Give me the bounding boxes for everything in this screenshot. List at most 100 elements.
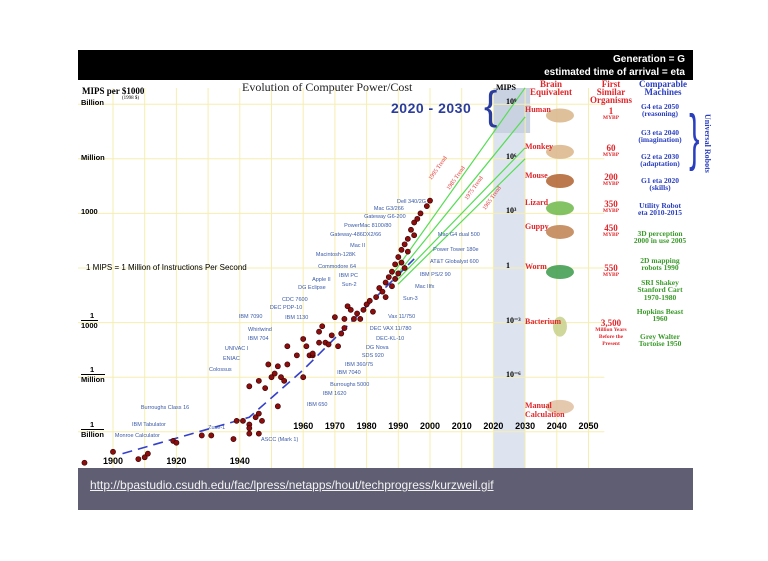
right-tick-label: 10⁻³ [506, 315, 521, 325]
data-point [208, 432, 215, 439]
x-tick-label: 1990 [388, 421, 409, 431]
comparable-machine: 3D perception [637, 229, 683, 238]
highlight-label: 2020 - 2030 [391, 100, 472, 116]
y-tick-label: Million [81, 374, 105, 385]
comparable-machine-detail: (reasoning) [641, 109, 679, 118]
data-point [366, 297, 373, 304]
x-tick-label: 1940 [229, 456, 250, 466]
data-point [274, 403, 281, 410]
data-point [246, 430, 253, 437]
data-point [338, 330, 345, 337]
comparable-machine-detail: eta 2010-2015 [638, 208, 682, 217]
comparable-machine: SRI Shakey [641, 278, 679, 287]
data-point [392, 276, 399, 282]
machine-label: DEC PDP-10 [269, 304, 303, 311]
machine-label: ASCC (Mark 1) [261, 436, 299, 443]
machine-label: IBM Tabulator [132, 422, 166, 429]
machine-label: IBM PC [339, 273, 358, 280]
universal-robots-label: Universal Robots [703, 114, 712, 173]
comparable-machine-detail: robots 1990 [641, 263, 679, 272]
y-tick-label: Billion [81, 428, 104, 439]
source-link[interactable]: http://bpastudio.csudh.edu/fac/lpress/ne… [90, 478, 494, 492]
data-point [401, 241, 408, 248]
trend-line [391, 87, 526, 276]
eta-note: estimated time of arrival = eta [544, 67, 685, 78]
right-tick-label: 10⁻⁶ [506, 370, 521, 380]
brain-label: Human [525, 105, 551, 115]
organism-image [545, 174, 574, 188]
bracket-icon: } [689, 103, 700, 172]
data-point [265, 361, 272, 368]
x-tick-label: 2040 [546, 421, 567, 431]
brain-label: Worm [525, 262, 547, 271]
data-point [252, 414, 259, 421]
x-tick-label: 2020 [483, 421, 504, 431]
machine-label: SDS 920 [361, 353, 384, 360]
data-point [373, 294, 380, 301]
organism-age-unit: MYBP [602, 181, 620, 187]
comparable-machine-detail: Tortoise 1950 [638, 339, 682, 348]
slide: Generation = G estimated time of arrival… [78, 50, 712, 510]
brain-header: Brain Equivalent [529, 79, 572, 97]
comparable-machine: 2D mapping [640, 256, 680, 265]
comparable-machine: Hopkins Beast [636, 307, 684, 316]
machine-label: DG Nova [365, 344, 389, 351]
x-tick-label: 1920 [166, 456, 187, 466]
data-point [240, 417, 246, 424]
machine-label: Gateway-486DX2/66 [330, 231, 382, 238]
data-point [268, 374, 275, 381]
machine-label: Whirlwind [248, 326, 272, 333]
comparable-machine: G1 eta 2020 [641, 176, 679, 185]
organism-age-unit: MYBP [602, 151, 620, 158]
organism-image [545, 265, 574, 279]
organism-age: 3,500 [600, 317, 622, 328]
data-point [408, 226, 414, 233]
machine-label: Commodore 64 [318, 264, 357, 270]
y-tick-label: Million [81, 152, 105, 162]
machine-label: Mac IIfx [415, 284, 435, 291]
data-point [255, 410, 262, 417]
machine-label: IBM 650 [307, 402, 328, 409]
data-point [363, 301, 370, 308]
machine-label: Burroughs Class 16 [140, 405, 190, 412]
data-point [110, 448, 116, 455]
data-point [293, 352, 300, 359]
data-point [81, 459, 88, 466]
organism-age: 350 [604, 199, 618, 210]
comparable-machine: G2 eta 2030 [641, 152, 679, 161]
data-point [398, 246, 405, 253]
data-point [404, 248, 411, 255]
brain-label: Manual Calculation [525, 400, 565, 419]
data-point [319, 323, 326, 330]
data-point [255, 377, 262, 384]
data-point [341, 316, 348, 322]
slide-header: Generation = G estimated time of arrival… [78, 50, 693, 80]
x-tick-label: 1970 [324, 421, 345, 431]
data-point [395, 270, 402, 277]
x-tick-label: 2050 [578, 421, 599, 431]
data-point [246, 425, 253, 432]
mips-note: 1 MIPS = 1 Million of Instructions Per S… [86, 263, 247, 272]
organism-age: 550 [604, 263, 618, 273]
data-point [173, 439, 180, 446]
data-point [262, 385, 269, 392]
machine-label: DEC-KL-10 [376, 335, 405, 342]
trend-line [393, 116, 526, 279]
data-point [271, 370, 278, 377]
x-tick-label: 1980 [356, 421, 377, 431]
data-point [144, 450, 151, 457]
data-point [357, 316, 364, 322]
comparable-machine-detail: (imagination) [638, 135, 682, 144]
highlight-band [493, 88, 526, 468]
right-tick-label: 10⁹ [506, 97, 517, 107]
organism-age-unit: MYBP [602, 208, 620, 215]
data-point [246, 383, 253, 390]
data-point [370, 308, 376, 315]
machine-label: Gateway G6-200 [364, 213, 406, 220]
brain-label: Lizard [525, 198, 549, 208]
organism-image [545, 201, 574, 216]
data-point [427, 197, 433, 204]
organism-age-unit: Million Years Before the Present [595, 326, 627, 347]
comparable-machine: Utility Robot [639, 201, 681, 210]
machine-label: DEC VAX 11/780 [369, 325, 412, 332]
